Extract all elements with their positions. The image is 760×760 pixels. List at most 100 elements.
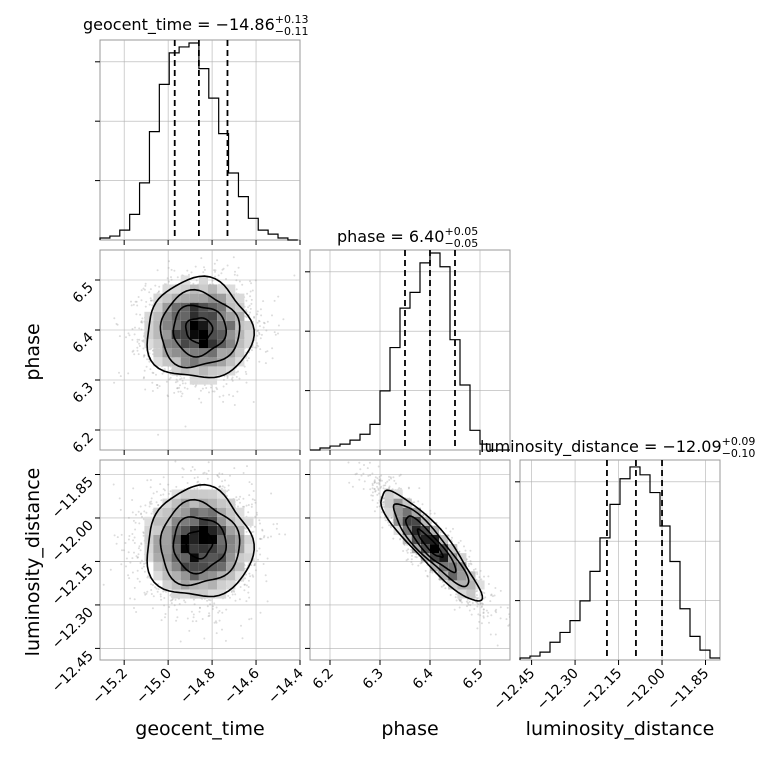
sample-point — [137, 296, 140, 298]
sample-point — [478, 576, 481, 579]
sample-point — [284, 533, 287, 536]
sample-point — [138, 342, 141, 345]
density-cell — [180, 562, 190, 572]
density-cell — [226, 339, 236, 349]
sample-point — [208, 391, 210, 394]
sample-point — [243, 583, 246, 586]
density-cell — [171, 507, 181, 517]
sample-point — [142, 531, 145, 534]
contour-geocent-time-luminosity-distance-2 — [159, 498, 241, 587]
sample-point — [262, 326, 265, 329]
sample-point — [463, 545, 465, 548]
sample-point — [215, 606, 218, 609]
density-cell — [384, 507, 394, 517]
density-cell — [235, 553, 245, 563]
density-cell — [189, 357, 199, 367]
sample-point — [258, 319, 260, 322]
sample-point — [258, 519, 261, 522]
density-cell — [162, 498, 172, 508]
sample-point — [377, 482, 380, 484]
density-cell — [162, 544, 172, 554]
sample-point — [411, 554, 413, 557]
sample-point — [479, 569, 482, 572]
sample-point — [135, 611, 138, 613]
sample-point — [128, 334, 131, 337]
density-cell — [144, 525, 154, 535]
sample-point — [249, 280, 251, 283]
sample-point — [293, 274, 296, 277]
sample-point — [381, 526, 384, 529]
density-cell — [180, 553, 190, 563]
sample-point — [169, 369, 172, 372]
sample-point — [467, 602, 469, 604]
sample-point — [181, 382, 184, 385]
density-cell — [153, 339, 163, 349]
sample-point — [400, 487, 402, 490]
sample-point — [199, 606, 201, 609]
samples-geocent-time-luminosity-distance — [102, 460, 287, 643]
sample-point — [393, 479, 396, 482]
sample-point — [426, 575, 429, 578]
sample-point — [384, 484, 387, 487]
sample-point — [171, 599, 173, 602]
density-cell — [198, 330, 208, 340]
sample-point — [149, 368, 152, 371]
sample-point — [140, 512, 143, 515]
title-geocent-time-minus: −0.11 — [275, 25, 309, 38]
sample-point — [264, 574, 267, 577]
sample-point — [252, 401, 255, 403]
sample-point — [405, 549, 408, 552]
sample-point — [203, 268, 206, 271]
sample-point — [154, 586, 157, 589]
sample-point — [231, 593, 234, 596]
sample-point — [235, 496, 238, 499]
sample-point — [390, 477, 393, 480]
density-cell — [189, 525, 199, 535]
sample-point — [248, 304, 251, 307]
density-cell — [226, 571, 236, 581]
sample-point — [142, 347, 145, 350]
sample-point — [137, 553, 140, 556]
density-cell — [208, 580, 218, 590]
density-cell — [217, 330, 227, 340]
tick-label-ld-3: −12.00 — [621, 666, 669, 714]
sample-point — [174, 381, 177, 384]
sample-point — [140, 328, 143, 331]
tick-label-ld-0: −12.45 — [490, 666, 538, 714]
sample-point — [129, 561, 132, 564]
density-cell — [448, 562, 458, 572]
sample-point — [256, 310, 259, 313]
sample-point — [266, 600, 269, 603]
sample-point — [200, 401, 203, 404]
sample-point — [226, 494, 228, 497]
density-cell — [208, 366, 218, 376]
sample-point — [455, 599, 458, 602]
sample-point — [151, 390, 154, 392]
sample-point — [379, 516, 382, 519]
sample-point — [150, 589, 153, 591]
sample-point — [127, 551, 130, 554]
density-cell — [171, 571, 181, 581]
density-cell — [226, 293, 236, 303]
sample-point — [422, 514, 424, 517]
sample-point — [476, 573, 479, 575]
density-cell — [189, 535, 199, 545]
sample-point — [244, 356, 247, 359]
density-cell — [411, 516, 421, 526]
sample-point — [193, 603, 196, 606]
sample-point — [136, 349, 139, 352]
sample-point — [169, 376, 172, 379]
sample-point — [264, 362, 267, 365]
density-cell — [198, 339, 208, 349]
sample-point — [244, 370, 247, 373]
density-cell — [144, 339, 154, 349]
tick-label-ph-y-1: 6.3 — [70, 380, 97, 407]
sample-point — [113, 381, 116, 384]
sample-point — [354, 473, 357, 476]
sample-point — [221, 611, 224, 614]
sample-point — [373, 481, 376, 484]
sample-point — [156, 387, 159, 389]
sample-point — [149, 348, 152, 351]
sample-point — [143, 591, 146, 594]
sample-point — [125, 557, 128, 560]
